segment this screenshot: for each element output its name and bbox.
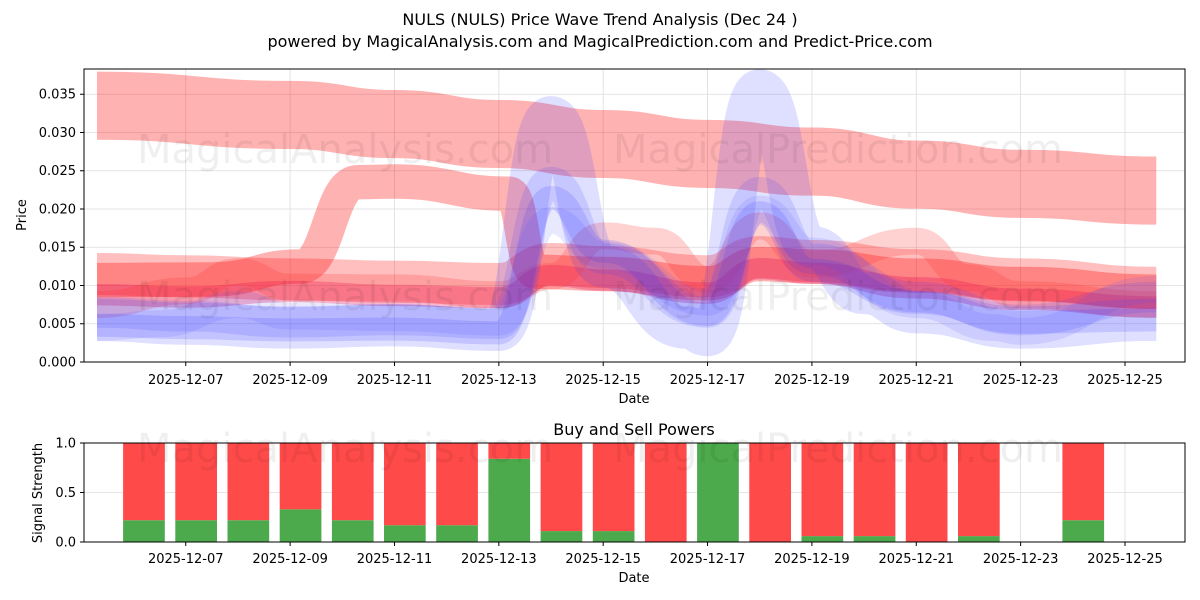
buy-bar [853, 536, 896, 542]
buy-bar [279, 509, 322, 542]
price-y-tick-label: 0.035 [39, 88, 76, 103]
signal-x-tick-label: 2025-12-23 [983, 552, 1059, 567]
price-x-tick-label: 2025-12-11 [357, 373, 433, 388]
sell-bar [644, 443, 687, 542]
signal-x-tick-label: 2025-12-09 [252, 552, 328, 567]
upper-red-band [96, 71, 1157, 225]
signal-x-tick-label: 2025-12-15 [565, 552, 641, 567]
sell-bar [227, 443, 270, 521]
price-plot-area [84, 69, 1185, 362]
sell-bar [853, 443, 896, 537]
signal-y-tick-label: 0.0 [55, 536, 76, 551]
price-wave-chart: MagicalAnalysis.com MagicalPrediction.co… [15, 68, 1186, 407]
watermark-analysis-top: MagicalAnalysis.com [137, 127, 553, 173]
price-x-tick-label: 2025-12-25 [1087, 373, 1163, 388]
blue-wave-1 [96, 69, 1157, 357]
price-series-group [96, 69, 1157, 357]
sell-bar [801, 443, 844, 537]
price-x-tick-label: 2025-12-21 [878, 373, 954, 388]
price-x-tick-label: 2025-12-13 [461, 373, 537, 388]
buy-bar [384, 525, 426, 542]
signal-chart-title: Buy and Sell Powers [553, 420, 715, 439]
sell-bar [592, 443, 635, 532]
signal-x-tick-label: 2025-12-17 [670, 552, 746, 567]
sell-bar [384, 443, 426, 526]
buy-bar [436, 525, 478, 542]
buy-bar [175, 520, 217, 542]
price-y-tick-label: 0.000 [39, 356, 76, 371]
watermark-prediction-top: MagicalPrediction.com [613, 127, 1063, 173]
buy-bar [540, 531, 583, 542]
signal-y-tick-label: 0.5 [55, 486, 76, 501]
blue-wave-4 [96, 186, 1157, 345]
watermark-analysis-bottom: MagicalAnalysis.com [137, 426, 553, 472]
red-wave-1 [96, 236, 1157, 309]
signal-x-tick-label: 2025-12-07 [148, 552, 224, 567]
signal-y-axis-label: Signal Strength [31, 443, 46, 543]
watermark-analysis-mid: MagicalAnalysis.com [137, 274, 553, 320]
price-x-axis-label: Date [618, 392, 649, 407]
buy-bar [331, 520, 374, 542]
buy-bar [697, 443, 739, 542]
signal-x-tick-label: 2025-12-25 [1087, 552, 1163, 567]
price-x-tick-label: 2025-12-15 [565, 373, 641, 388]
chart-subtitle: powered by MagicalAnalysis.com and Magic… [267, 32, 932, 51]
sell-bar [279, 443, 322, 510]
sell-bar [175, 443, 217, 521]
price-x-tick-label: 2025-12-17 [670, 373, 746, 388]
sell-bar [749, 443, 791, 542]
buy-bar [227, 520, 270, 542]
price-x-tick-label: 2025-12-07 [148, 373, 224, 388]
signal-bars-group [123, 443, 1105, 542]
sell-bar [123, 443, 165, 521]
buy-bar [958, 536, 1000, 542]
price-x-tick-label: 2025-12-09 [252, 373, 328, 388]
blue-wave-2 [96, 166, 1157, 339]
mid-red-band [96, 164, 1157, 309]
signal-x-tick-label: 2025-12-21 [878, 552, 954, 567]
buy-sell-powers-chart: Buy and Sell Powers MagicalAnalysis.com … [31, 420, 1186, 586]
buy-bar [592, 531, 635, 542]
sell-bar [540, 443, 583, 532]
buy-bar [488, 458, 531, 542]
sell-bar [905, 443, 948, 542]
chart-title: NULS (NULS) Price Wave Trend Analysis (D… [402, 10, 797, 29]
watermark-prediction-bottom: MagicalPrediction.com [613, 426, 1063, 472]
red-wave-3 [96, 212, 1157, 318]
price-y-tick-label: 0.010 [39, 279, 76, 294]
price-y-tick-label: 0.015 [39, 241, 76, 256]
buy-bar [123, 520, 165, 542]
signal-axes-ticks: 2025-12-07 2025-12-09 2025-12-11 2025-12-13… [55, 437, 1162, 568]
sell-bar [1062, 443, 1105, 521]
price-plot-frame [83, 68, 1186, 363]
price-axes-ticks: 2025-12-07 2025-12-09 2025-12-11 2025-12-13… [39, 88, 1163, 388]
price-y-tick-label: 0.030 [39, 126, 76, 141]
buy-bar [1062, 520, 1105, 542]
sell-bar [331, 443, 374, 521]
signal-y-tick-label: 1.0 [55, 437, 76, 452]
signal-x-axis-label: Date [618, 571, 649, 586]
price-y-tick-label: 0.005 [39, 317, 76, 332]
sell-bar [488, 443, 531, 459]
price-y-tick-label: 0.020 [39, 202, 76, 217]
signal-x-tick-label: 2025-12-11 [357, 552, 433, 567]
sell-bar [436, 443, 478, 526]
watermark-prediction-mid: MagicalPrediction.com [613, 274, 1063, 320]
signal-x-tick-label: 2025-12-19 [774, 552, 850, 567]
price-y-axis-label: Price [15, 199, 30, 231]
blue-wave-3 [96, 195, 1157, 345]
buy-bar [801, 536, 844, 542]
price-x-tick-label: 2025-12-19 [774, 373, 850, 388]
sell-bar [958, 443, 1000, 537]
signal-x-tick-label: 2025-12-13 [461, 552, 537, 567]
red-wave-2 [96, 258, 1157, 318]
price-x-tick-label: 2025-12-23 [983, 373, 1059, 388]
price-y-tick-label: 0.025 [39, 164, 76, 179]
